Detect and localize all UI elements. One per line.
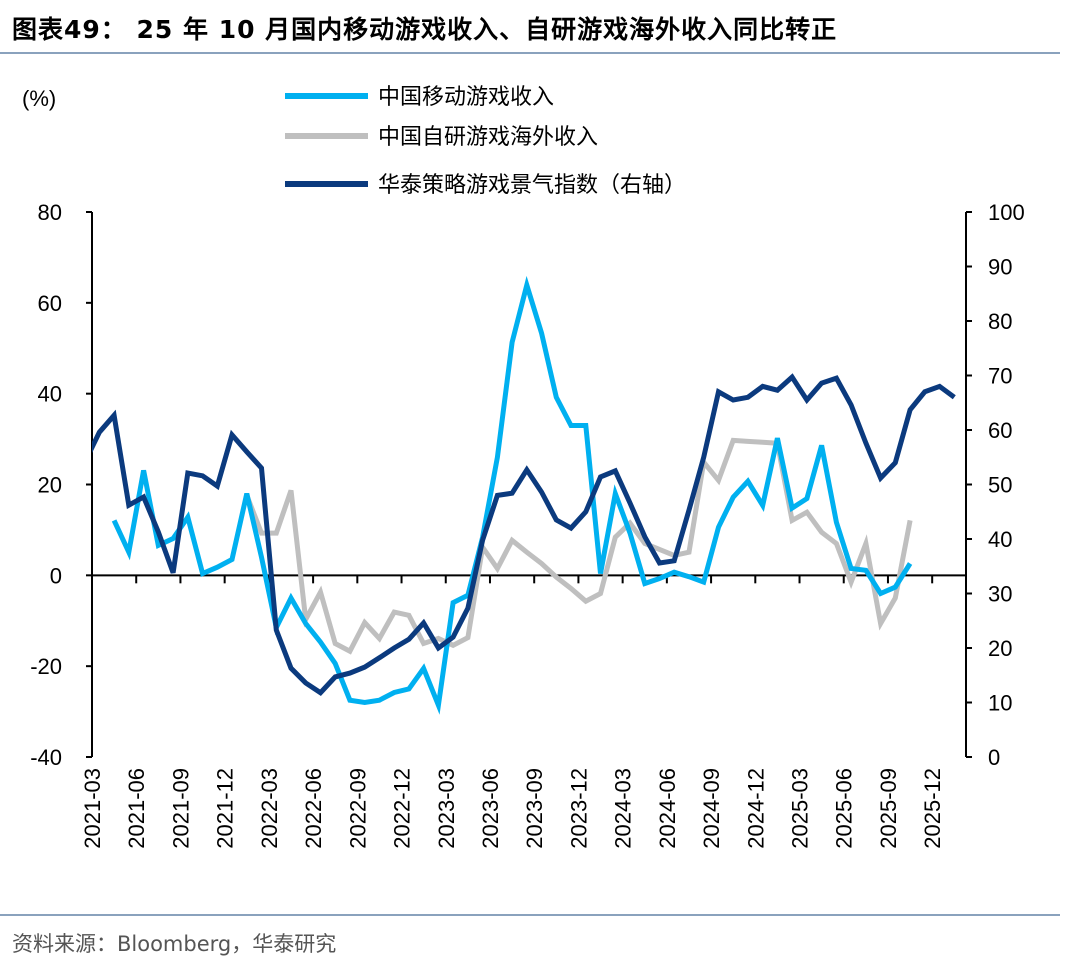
right-tick-label: 60 <box>988 418 1012 443</box>
x-tick-label: 2024-03 <box>611 768 636 849</box>
axes: 806040200-20-401009080706050403020100202… <box>30 200 1025 849</box>
right-tick-label: 10 <box>988 691 1012 716</box>
series-lines <box>92 275 956 715</box>
right-tick-label: 0 <box>988 745 1000 770</box>
figure-title: 图表49： 25 年 10 月国内移动游戏收入、自研游戏海外收入同比转正 <box>12 15 838 44</box>
x-tick-label: 2025-03 <box>788 768 813 849</box>
x-tick-label: 2022-09 <box>345 768 370 849</box>
series-line-1 <box>111 275 913 715</box>
source-note: 资料来源：Bloomberg，华泰研究 <box>12 932 337 956</box>
right-tick-label: 80 <box>988 309 1012 334</box>
right-tick-label: 70 <box>988 364 1012 389</box>
x-tick-label: 2024-12 <box>743 768 768 849</box>
x-tick-label: 2023-09 <box>522 768 547 849</box>
right-tick-label: 50 <box>988 473 1012 498</box>
legend-label-1: 中国移动游戏收入 <box>378 85 554 110</box>
left-tick-label: 80 <box>38 200 62 225</box>
right-tick-label: 40 <box>988 527 1012 552</box>
title-divider <box>0 52 1060 54</box>
footer-divider <box>0 914 1060 916</box>
x-tick-label: 2021-03 <box>80 768 105 849</box>
right-tick-label: 90 <box>988 255 1012 280</box>
series-line-2 <box>244 437 913 655</box>
x-tick-label: 2022-03 <box>257 768 282 849</box>
x-tick-label: 2025-09 <box>876 768 901 849</box>
x-tick-label: 2024-09 <box>699 768 724 849</box>
left-tick-label: -20 <box>30 654 62 679</box>
x-tick-label: 2023-12 <box>566 768 591 849</box>
x-tick-label: 2022-12 <box>390 768 415 849</box>
right-tick-label: 20 <box>988 636 1012 661</box>
x-tick-label: 2023-03 <box>434 768 459 849</box>
right-tick-label: 30 <box>988 582 1012 607</box>
left-tick-label: -40 <box>30 745 62 770</box>
y-axis-unit-label: (%) <box>22 86 56 111</box>
legend-label-2: 中国自研游戏海外收入 <box>378 125 598 150</box>
x-tick-label: 2022-06 <box>301 768 326 849</box>
left-tick-label: 0 <box>50 563 62 588</box>
left-tick-label: 20 <box>38 473 62 498</box>
legend-label-3: 华泰策略游戏景气指数（右轴） <box>378 173 686 198</box>
right-tick-label: 100 <box>988 200 1025 225</box>
x-tick-label: 2021-06 <box>124 768 149 849</box>
left-tick-label: 40 <box>38 382 62 407</box>
x-tick-label: 2024-06 <box>655 768 680 849</box>
left-tick-label: 60 <box>38 291 62 316</box>
x-tick-label: 2025-06 <box>832 768 857 849</box>
x-tick-label: 2025-12 <box>920 768 945 849</box>
x-tick-label: 2021-09 <box>168 768 193 849</box>
series-line-3 <box>92 373 956 696</box>
x-tick-label: 2021-12 <box>213 768 238 849</box>
x-tick-label: 2023-06 <box>478 768 503 849</box>
